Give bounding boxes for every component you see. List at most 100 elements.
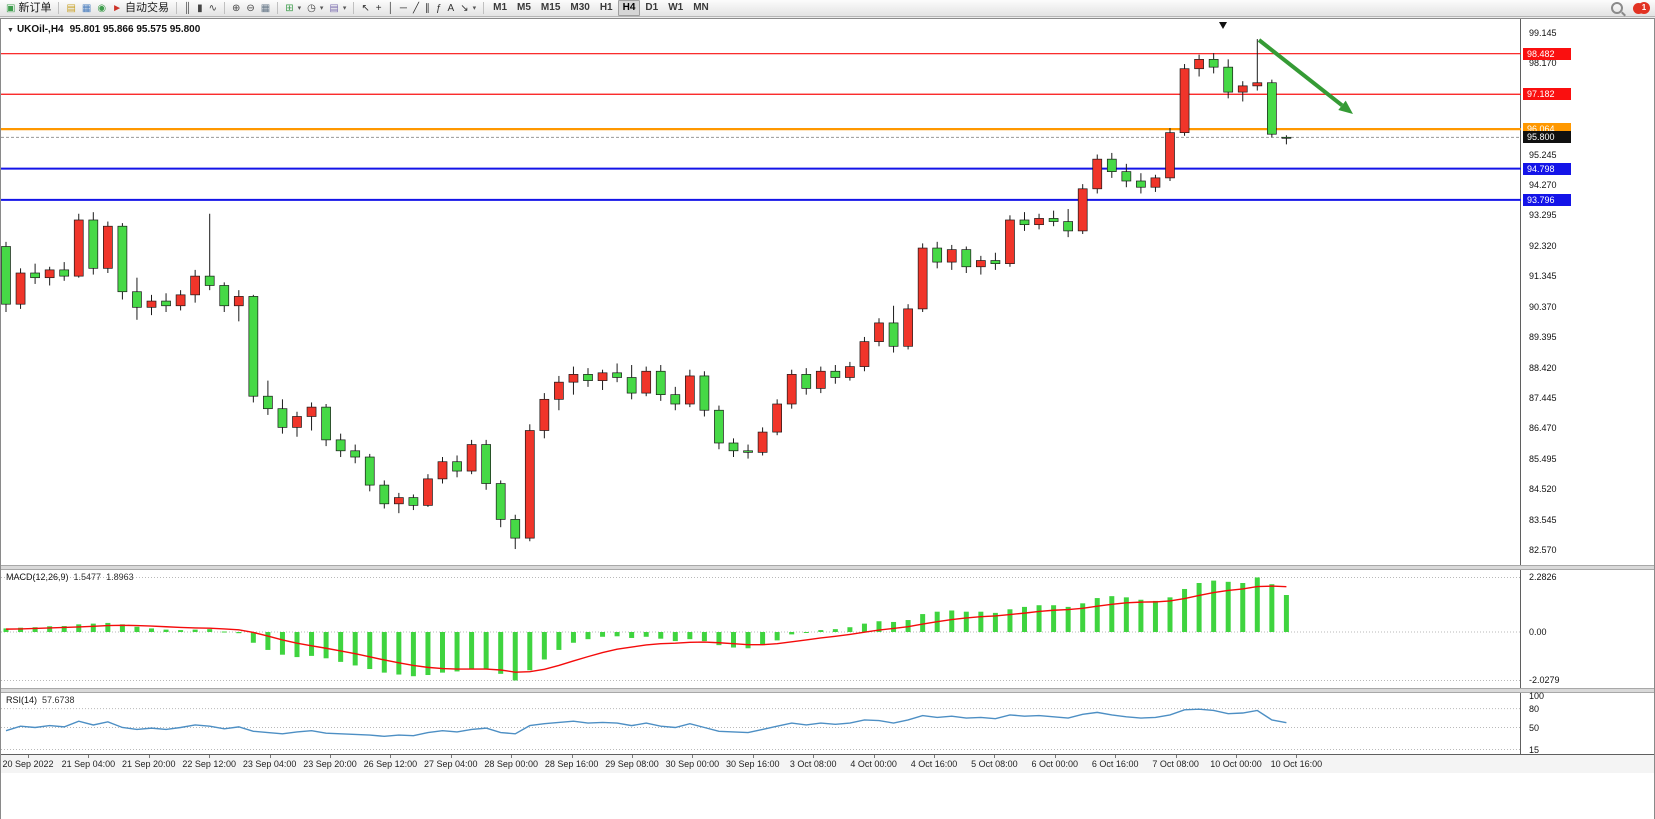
macd-panel[interactable]: MACD(12,26,9) 1.5477 1.8963 (1, 570, 1521, 688)
timeframe-h4-button[interactable]: H4 (617, 0, 641, 16)
fibonacci-button[interactable]: ƒ (433, 1, 445, 16)
time-label: 4 Oct 00:00 (850, 759, 897, 769)
market-watch-button[interactable]: ▤ (63, 1, 78, 16)
rsi-axis-label: 50 (1529, 722, 1540, 733)
sound-icon: ◉ (97, 2, 107, 14)
timeframe-mn-button[interactable]: MN (693, 2, 709, 13)
timeframe-d1-button[interactable]: D1 (645, 2, 659, 13)
one-click-trading-icon[interactable]: ▼ (7, 27, 14, 34)
time-axis[interactable]: 20 Sep 2022 21 Sep 04:00 21 Sep 20:00 22 Se… (1, 754, 1654, 773)
time-tick (148, 755, 150, 758)
toolbar-separator (483, 2, 485, 14)
symbol-period-text: UKOil-,H4 (16, 24, 64, 35)
time-label: 3 Oct 08:00 (789, 759, 837, 769)
time-tick (511, 755, 513, 758)
bar-chart-icon: ║ (184, 2, 192, 14)
crosshair-button[interactable]: + (373, 1, 385, 16)
price-axis-label: 94.270 (1529, 180, 1557, 191)
rsi-panel[interactable]: RSI(14) 57.6738 (1, 693, 1521, 754)
zoom-out-button[interactable]: ⊖ (243, 1, 257, 16)
autotrading-icon: ► (112, 2, 122, 14)
trendline-button[interactable]: ╱ (410, 1, 422, 16)
time-label: 4 Oct 16:00 (910, 759, 958, 769)
price-line-label: 93.796 (1523, 193, 1571, 206)
time-tick (692, 755, 694, 758)
trend-arrow[interactable] (1257, 38, 1353, 114)
dropdown-caret-icon: ▾ (472, 5, 477, 12)
crosshair-icon: + (375, 2, 382, 14)
toolbar-separator (58, 2, 60, 14)
price-axis[interactable]: 99.145 98.170 95.245 94.270 93.295 92.320 91.3… (1522, 19, 1654, 565)
symbol-ohlc-label: ▼ UKOil-,H4 95.801 95.866 95.575 95.800 (7, 24, 200, 35)
templates-button[interactable]: ▤ ▾ (326, 1, 349, 16)
bar-chart-button[interactable]: ║ (181, 1, 194, 16)
price-axis-label: 86.470 (1529, 423, 1557, 434)
vertical-line-icon: │ (387, 2, 394, 14)
tile-windows-button[interactable]: ▦ (258, 1, 273, 16)
time-tick (1236, 755, 1237, 758)
search-icon[interactable] (1611, 2, 1623, 14)
toolbar-separator (353, 2, 355, 14)
candlestick-icon: ▮ (197, 2, 203, 14)
indicators-button[interactable]: ⊞ ▾ (282, 1, 304, 16)
macd-axis-label: -2.0279 (1529, 675, 1560, 686)
data-window-button[interactable]: ▦ (79, 1, 94, 16)
time-label: 22 Sep 12:00 (182, 759, 236, 769)
arrows-button[interactable]: ↘ ▾ (457, 1, 479, 16)
timeframe-w1-button[interactable]: W1 (668, 2, 684, 13)
panel-splitter[interactable] (1, 688, 1654, 693)
timeframe-m15-button[interactable]: M15 (540, 2, 561, 13)
autotrading-button[interactable]: ► 自动交易 (109, 1, 172, 16)
price-plot[interactable]: ▼ UKOil-,H4 95.801 95.866 95.575 95.800 (1, 19, 1521, 565)
macd-axis-label: 0.00 (1529, 627, 1547, 637)
macd-name: MACD(12,26,9) (6, 572, 69, 582)
candlestick-button[interactable]: ▮ (194, 1, 206, 16)
horizontal-line-button[interactable]: ─ (397, 1, 410, 16)
line-chart-icon: ∿ (208, 2, 217, 14)
horizontal-line-icon: ─ (399, 2, 407, 14)
zoom-in-button[interactable]: ⊕ (229, 1, 243, 16)
price-axis-label: 82.570 (1529, 544, 1557, 555)
price-axis-label: 99.145 (1529, 28, 1557, 38)
price-axis-label: 90.370 (1529, 301, 1557, 312)
timeframe-m30-button[interactable]: M30 (570, 2, 590, 13)
time-tick (994, 755, 996, 758)
time-tick (813, 755, 815, 758)
time-tick (1115, 755, 1117, 758)
time-label: 23 Sep 20:00 (303, 759, 357, 769)
toolbar-separator (224, 2, 225, 14)
rsi-axis-label: 80 (1529, 703, 1540, 714)
new-order-button[interactable]: ▣ 新订单 (3, 1, 54, 16)
periods-button[interactable]: ◷ ▾ (304, 1, 326, 16)
rsi-axis[interactable]: 100 80 50 15 (1522, 691, 1654, 755)
rsi-label: RSI(14) 57.6738 (6, 695, 75, 705)
price-axis-label: 85.495 (1529, 453, 1557, 464)
channel-button[interactable]: ∥ (422, 1, 433, 16)
rsi-name: RSI(14) (6, 695, 38, 705)
time-label: 26 Sep 12:00 (363, 759, 418, 769)
time-tick (934, 755, 935, 758)
time-label: 23 Sep 04:00 (242, 759, 297, 769)
panel-splitter[interactable] (1, 565, 1654, 570)
price-axis-label: 88.420 (1529, 362, 1557, 373)
price-axis-label: 98.170 (1529, 58, 1557, 69)
toolbar-separator (277, 2, 279, 14)
timeframe-m1-button[interactable]: M1 (493, 2, 508, 13)
indicators-icon: ⊞ (285, 2, 294, 14)
timeframe-m5-button[interactable]: M5 (517, 2, 531, 13)
timeframe-h1-button[interactable]: H1 (599, 2, 613, 13)
channel-icon: ∥ (424, 2, 430, 14)
time-tick (269, 755, 271, 758)
notification-badge[interactable]: 1 (1638, 2, 1650, 14)
sound-button[interactable]: ◉ (94, 1, 109, 16)
new-order-icon: ▣ (6, 2, 16, 14)
macd-axis[interactable]: 2.2826 0.00 -2.0279 (1522, 570, 1654, 688)
time-tick (209, 755, 211, 758)
time-label: 30 Sep 16:00 (726, 759, 780, 769)
line-chart-button[interactable]: ∿ (206, 1, 220, 16)
zoom-in-icon: ⊕ (232, 2, 241, 14)
vertical-line-button[interactable]: │ (385, 1, 397, 16)
new-order-button-label: 新订单 (18, 1, 52, 14)
cursor-button[interactable]: ↖ (358, 1, 372, 16)
text-button[interactable]: A (445, 1, 458, 16)
